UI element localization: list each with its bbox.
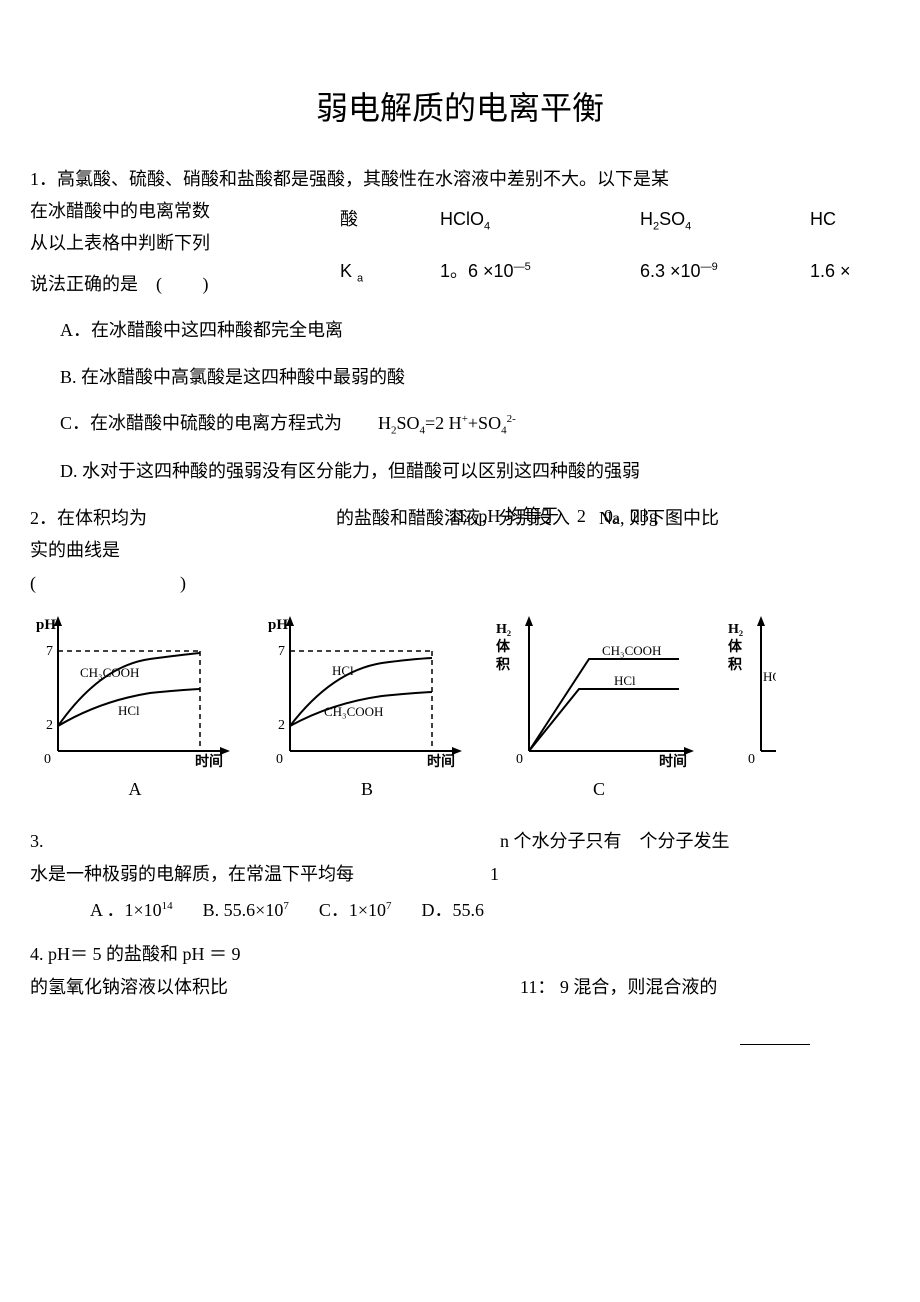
q1-ka-v2: 6.3 ×10—9: [640, 255, 810, 287]
chart-b-7: 7: [278, 644, 285, 659]
q1-opt-a: A．在冰醋酸中这四种酸都完全电离: [30, 314, 890, 346]
q4-line2a: 的氢氧化钠溶液以体积比: [30, 971, 520, 1003]
chart-c-0: 0: [516, 752, 523, 767]
chart-b-xlabel: 时间: [427, 753, 455, 770]
chart-c-upper: CH₃COOH: [602, 643, 661, 658]
chart-c-h2: H₂: [496, 622, 511, 637]
q1-left-1: 在冰醋酸中的电离常数: [30, 195, 330, 227]
q1-ka-v1: 1。6 ×10—5: [440, 255, 640, 287]
q1c-sub4b: 4: [501, 425, 507, 437]
q1c-2m: 2-: [507, 413, 516, 425]
chart-a-0: 0: [44, 752, 51, 767]
q1-intro: 1．高氯酸、硫酸、硝酸和盐酸都是强酸，其酸性在水溶液中差别不大。以下是某: [30, 163, 890, 195]
q3-left: 水是一种极弱的电解质，在常温下平均每: [30, 858, 490, 890]
q1-opt-c: C．在冰醋酸中硫酸的电离方程式为 H2SO4=2 H++SO42-: [30, 407, 890, 441]
question-1: 1．高氯酸、硫酸、硝酸和盐酸都是强酸，其酸性在水溶液中差别不大。以下是某 在冰醋…: [30, 163, 890, 488]
q1c-pre: C．在冰醋酸中硫酸的电离方程式为 H: [60, 413, 391, 433]
page-title: 弱电解质的电离平衡: [30, 80, 890, 138]
q1-ka-a: a: [357, 273, 363, 285]
q3c: C．1×10: [319, 900, 386, 920]
chart-a: pH 7 2 0 CH₃COOH HCl 时间 A: [30, 611, 240, 805]
q2-line2: 实的曲线是: [30, 534, 890, 566]
q1-opt-d: D. 水对于这四种酸的强弱没有区分能力，但醋酸可以区别这四种酸的强弱: [30, 455, 890, 487]
chart-d-h2: H₂: [728, 622, 743, 637]
q1-h2a: H: [640, 209, 653, 229]
q1c-mid: SO: [397, 413, 420, 433]
q1-h-acid: 酸: [340, 203, 440, 235]
q1-ka-k: K: [340, 261, 352, 281]
chart-d-ji: 积: [728, 656, 742, 673]
chart-c: H₂ 体 积 0 CH₃COOH HCl 时间 C: [494, 611, 704, 805]
q4-blank: [740, 1026, 810, 1045]
chart-c-lower: HCl: [614, 673, 636, 688]
chart-d-0: 0: [748, 752, 755, 767]
q1-ka-v3: 1.6 ×: [810, 255, 890, 287]
q1-h-h2so4: H2SO4: [640, 203, 810, 237]
q1-h2b: SO: [659, 209, 685, 229]
chart-c-ji: 积: [496, 656, 510, 673]
q1-v2exp: —9: [701, 261, 718, 273]
chart-c-xlabel: 时间: [659, 753, 687, 770]
q3-num: 3.: [30, 831, 44, 851]
q1-ka: K a: [340, 255, 440, 289]
q3-opt-b: B. 55.6×107: [203, 894, 289, 926]
q3b-exp: 7: [283, 900, 289, 912]
q2-l1a: 2．在体积均为: [30, 508, 147, 528]
chart-a-xlabel: 时间: [195, 753, 223, 770]
q3b: B. 55.6×10: [203, 900, 284, 920]
chart-c-tag: C: [494, 773, 704, 805]
q1-v2a: 6.3 ×10: [640, 261, 701, 281]
question-4: 4. pH＝ 5 的盐酸和 pH ＝ 9 的氢氧化钠溶液以体积比 11： 9 混…: [30, 938, 890, 1055]
q1c-so: +SO: [468, 413, 501, 433]
q3a: A ．1×10: [90, 900, 162, 920]
chart-b-lower: CH₃COOH: [324, 704, 383, 719]
chart-a-lower: HCl: [118, 703, 140, 718]
chart-b-upper: HCl: [332, 663, 354, 678]
chart-a-7: 7: [46, 644, 53, 659]
q1-left-3: 说法正确的是 ( ): [30, 268, 330, 300]
q3-opt-a: A ．1×1014: [90, 894, 173, 926]
q1-v1exp: —5: [514, 261, 531, 273]
chart-a-2: 2: [46, 718, 53, 733]
q1-table: 酸 HClO4 H2SO4 HC K a 1。6 ×10—5 6.3 ×10—9…: [340, 203, 890, 308]
q1-h1: HClO: [440, 209, 484, 229]
question-3: 3. n 个水分子只有 个分子发生 水是一种极弱的电解质，在常温下平均每 1 A…: [30, 825, 890, 926]
chart-d: H₂ 体 积 0 HC: [726, 611, 776, 805]
q1-h1-sub: 4: [484, 220, 490, 232]
q3-options: A ．1×1014 B. 55.6×107 C．1×107 D．55.6: [30, 894, 890, 926]
q1c-eq: =2 H: [425, 413, 462, 433]
chart-a-ylabel: pH: [36, 617, 56, 633]
chart-b: pH 7 2 0 HCl CH₃COOH 时间 B: [262, 611, 472, 805]
chart-c-ti: 体: [496, 638, 511, 655]
chart-b-ylabel: pH: [268, 617, 288, 633]
q1-v1a: 1。6 ×10: [440, 261, 514, 281]
q3a-exp: 14: [162, 900, 173, 912]
q3-right: n 个水分子只有 个分子发生: [500, 825, 730, 857]
q1-h-hclo4: HClO4: [440, 203, 640, 237]
chart-b-0: 0: [276, 752, 283, 767]
charts-row: pH 7 2 0 CH₃COOH HCl 时间 A pH 7 2 0: [30, 611, 890, 805]
question-2: 1L ,pH 均等于 2 0。23g 2．在体积均为 的盐酸和醋酸溶液，分别投入…: [30, 502, 890, 599]
chart-a-tag: A: [30, 773, 240, 805]
q1-h2b-sub: 4: [685, 220, 691, 232]
chart-a-upper: CH₃COOH: [80, 665, 139, 680]
q4-line2b: 11： 9 混合，则混合液的: [520, 971, 717, 1003]
q4-line1: 4. pH＝ 5 的盐酸和 pH ＝ 9: [30, 938, 890, 970]
q2-paren: ( ): [30, 567, 890, 599]
chart-b-tag: B: [262, 773, 472, 805]
q3c-exp: 7: [386, 900, 392, 912]
q3-opt-c: C．1×107: [319, 894, 392, 926]
q1-table-header: 酸 HClO4 H2SO4 HC: [340, 203, 890, 237]
q1-opt-b: B. 在冰醋酸中高氯酸是这四种酸中最弱的酸: [30, 361, 890, 393]
chart-d-ti: 体: [728, 638, 743, 655]
q1-left-2: 从以上表格中判断下列: [30, 227, 330, 259]
chart-d-hc: HC: [763, 669, 776, 684]
q3-one: 1: [490, 858, 499, 890]
chart-b-2: 2: [278, 718, 285, 733]
q3-opt-d: D．55.6: [422, 894, 485, 926]
q2-frag: 1L ,pH 均等于 2 0。23g: [450, 500, 658, 532]
q1-h-hc: HC: [810, 203, 890, 235]
q1-table-row: K a 1。6 ×10—5 6.3 ×10—9 1.6 ×: [340, 255, 890, 289]
